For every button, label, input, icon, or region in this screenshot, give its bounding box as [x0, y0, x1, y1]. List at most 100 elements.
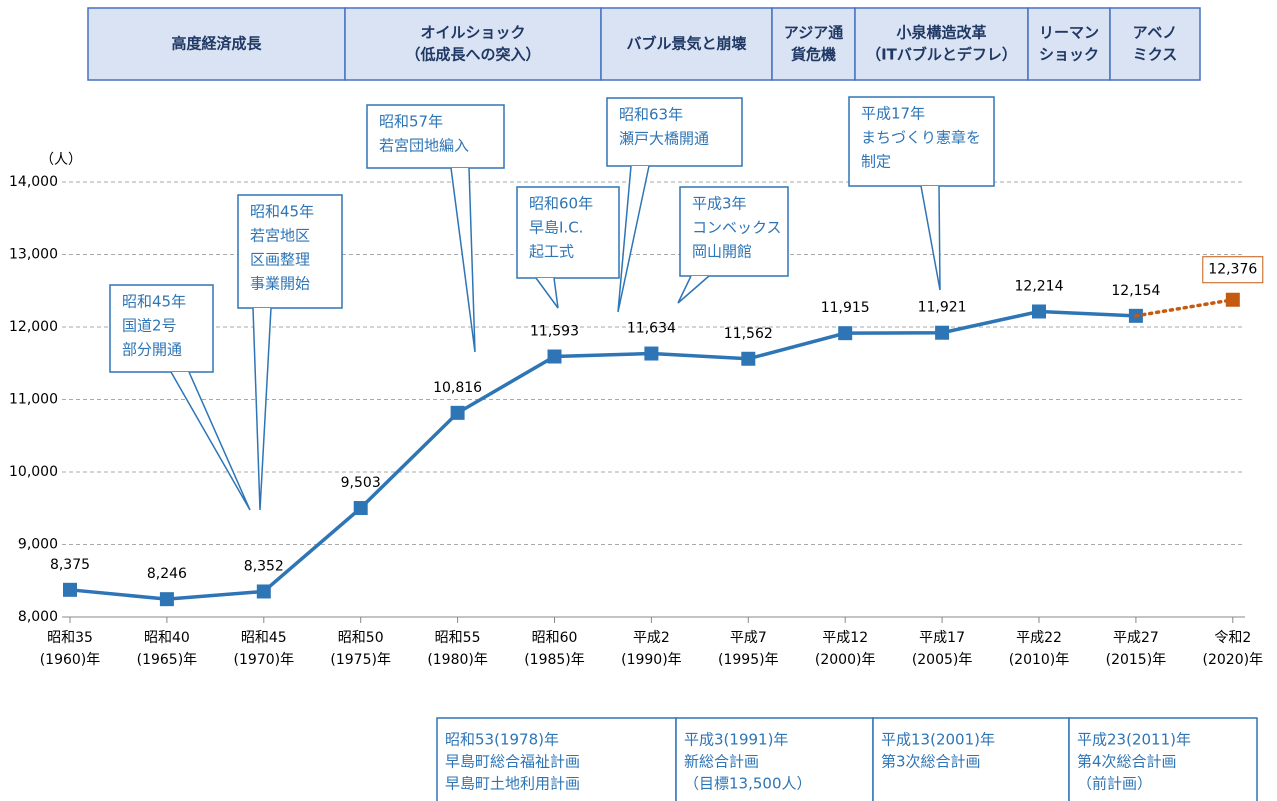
- y-tick-label: 10,000: [9, 464, 58, 480]
- plan-text: （前計画）: [1077, 775, 1152, 793]
- x-tick-label: 昭和60: [532, 630, 578, 646]
- era-box: [344, 7, 602, 81]
- point: [935, 325, 950, 340]
- era-box: [600, 7, 773, 81]
- era-label: 高度経済成長: [171, 35, 262, 53]
- value-label: 12,376: [1208, 262, 1257, 278]
- callout-pointer: [920, 185, 941, 291]
- era-label: リーマン: [1039, 24, 1099, 42]
- callout-text: 早島I.C.: [529, 219, 583, 237]
- x-tick-label: (2000)年: [815, 652, 876, 668]
- series-line: [69, 309, 1136, 601]
- callout-text: 起工式: [529, 243, 574, 261]
- point: [159, 592, 174, 607]
- callout-text: コンベックス: [692, 219, 782, 237]
- era-label: （ITバブルとデフレ）: [866, 46, 1017, 64]
- y-axis-label: （人）: [40, 152, 82, 168]
- callout-box: [848, 96, 995, 187]
- callout-text: まちづくり憲章を: [861, 129, 981, 147]
- era-box: [1027, 7, 1111, 81]
- x-tick-label: (1970)年: [234, 652, 295, 668]
- x-tick-label: 平成17: [919, 630, 965, 646]
- point: [547, 349, 562, 364]
- value-label: 11,593: [530, 324, 579, 340]
- x-tick-label: 平成22: [1016, 630, 1062, 646]
- callout-box: [237, 194, 343, 309]
- callout-text: 若宮団地編入: [379, 137, 469, 155]
- point: [256, 584, 271, 599]
- plan-text: 平成3(1991)年: [684, 731, 788, 749]
- callout-text: 平成17年: [861, 105, 925, 123]
- callout-box: [109, 284, 214, 373]
- value-label-box: [1202, 256, 1264, 284]
- x-tick-label: (2010)年: [1009, 652, 1070, 668]
- x-tick-label: (1960)年: [40, 652, 101, 668]
- value-label: 9,503: [341, 475, 381, 491]
- callout-text: 区画整理: [250, 251, 310, 269]
- x-tick-label: 平成27: [1113, 630, 1159, 646]
- plan-text: 第3次総合計画: [881, 753, 981, 771]
- callout-text: 国道2号: [122, 317, 177, 335]
- value-label: 11,634: [627, 321, 676, 337]
- callout-text: 岡山開館: [692, 243, 752, 261]
- x-tick-label: (1975)年: [330, 652, 391, 668]
- x-tick-label: 昭和50: [338, 630, 384, 646]
- x-tick-label: 平成7: [730, 630, 767, 646]
- point: [353, 501, 368, 516]
- plan-text: （目標13,500人）: [684, 775, 812, 793]
- era-label: アベノ: [1133, 24, 1178, 42]
- y-tick-label: 11,000: [9, 392, 58, 408]
- callout-pointer: [252, 307, 272, 511]
- plan-text: 平成13(2001)年: [881, 731, 995, 749]
- callout-text: 制定: [861, 153, 891, 171]
- callout-box: [516, 186, 620, 279]
- era-box: [771, 7, 856, 81]
- era-box: [1109, 7, 1201, 81]
- plan-cell: [872, 717, 1070, 801]
- value-label: 10,816: [433, 380, 482, 396]
- x-tick-label: (1980)年: [427, 652, 488, 668]
- x-tick-label: (1995)年: [718, 652, 779, 668]
- value-label: 11,562: [724, 326, 773, 342]
- callout-pointer: [170, 371, 251, 511]
- x-tick-label: 昭和35: [47, 630, 93, 646]
- value-label: 12,154: [1111, 283, 1160, 299]
- x-tick-label: 昭和40: [144, 630, 190, 646]
- era-label: ショック: [1039, 46, 1099, 64]
- callout-box: [606, 97, 743, 167]
- callout-text: 瀬戸大橋開通: [619, 130, 709, 148]
- callout-text: 昭和57年: [379, 113, 443, 131]
- point: [1032, 304, 1046, 319]
- era-label: アジア通: [784, 24, 843, 42]
- plan-text: 平成23(2011)年: [1077, 731, 1191, 749]
- era-box: [854, 7, 1029, 81]
- y-tick-label: 9,000: [18, 537, 58, 553]
- plan-cell: [675, 717, 874, 801]
- y-tick-label: 12,000: [9, 319, 58, 335]
- x-tick-label: (1965)年: [137, 652, 198, 668]
- callout-box: [366, 104, 505, 169]
- callout-pointer: [535, 277, 559, 309]
- value-label: 12,214: [1015, 278, 1064, 294]
- plan-cell: [436, 717, 677, 801]
- x-tick-label: 平成2: [633, 630, 670, 646]
- x-tick-label: 昭和55: [435, 630, 481, 646]
- plan-text: 第4次総合計画: [1077, 753, 1177, 771]
- y-tick-label: 8,000: [18, 609, 58, 625]
- callout-text: 事業開始: [250, 275, 310, 293]
- projection-line: [1134, 297, 1235, 318]
- plan-text: 昭和53(1978)年: [445, 731, 559, 749]
- point: [838, 326, 853, 341]
- era-label: 小泉構造改革: [896, 24, 986, 42]
- plan-text: 早島町土地利用計画: [445, 775, 580, 793]
- x-tick-label: 平成12: [822, 630, 868, 646]
- callout-text: 昭和45年: [250, 203, 314, 221]
- era-label: （低成長への突入）: [405, 46, 540, 64]
- y-tick-label: 13,000: [9, 247, 58, 263]
- era-label: 貨危機: [791, 46, 836, 64]
- point: [63, 582, 77, 597]
- callout-pointer: [677, 275, 710, 304]
- value-label: 8,246: [147, 566, 187, 582]
- callout-box: [679, 186, 789, 277]
